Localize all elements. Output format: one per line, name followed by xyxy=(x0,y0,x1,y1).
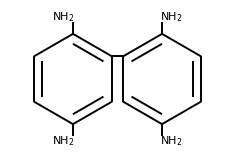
Text: NH$_2$: NH$_2$ xyxy=(160,10,183,24)
Text: NH$_2$: NH$_2$ xyxy=(52,10,75,24)
Text: NH$_2$: NH$_2$ xyxy=(52,134,75,148)
Text: NH$_2$: NH$_2$ xyxy=(160,134,183,148)
